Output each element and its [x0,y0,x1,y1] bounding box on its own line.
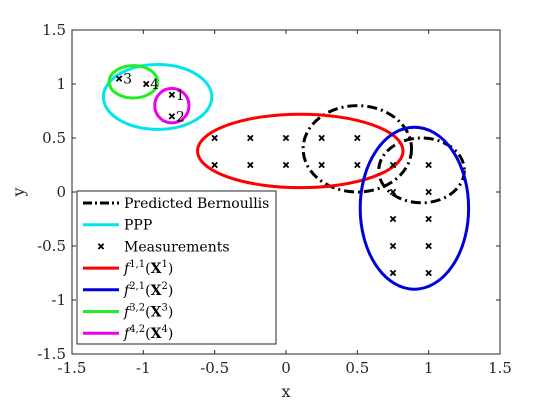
legend-label: PPP [124,218,152,234]
legend-label: f2,1(X2) [123,281,173,299]
measurement-point [282,161,290,169]
ellipse-series-0 [301,104,414,194]
measurement-point [425,215,432,223]
measurement-point [247,161,254,169]
ellipse-series-6 [153,86,191,125]
legend-label: f1,1(X1) [123,259,173,277]
x-tick-label: 1.5 [488,359,512,377]
measurement-point [389,161,397,169]
measurement-point [318,161,325,169]
point-label: 4 [150,77,159,93]
legend-label: Predicted Bernoullis [124,196,269,212]
measurement-point [211,161,218,169]
measurement-point [211,134,218,142]
measurement-point [282,134,290,142]
ellipse-series-3 [196,112,405,190]
x-tick-label: -1 [136,359,151,377]
point-label: 2 [176,109,185,125]
point-label: 3 [123,72,132,88]
measurement-point [168,113,176,120]
legend: Predicted Bernoullis PPP Measurements f1,1(… [76,190,277,345]
measurement-point [425,242,432,250]
legend-label: f4,2(X4) [123,324,173,342]
y-tick-label: 0 [56,183,66,201]
y-tick-label: 1.5 [42,21,66,39]
measurement-point [247,134,254,142]
x-tick-label: 1 [424,359,434,377]
ellipse-series-0 [377,136,466,205]
measurement-point [354,161,361,169]
x-tick-label: 0 [281,359,291,377]
measurement-point [389,188,397,196]
legend-label: f3,2(X3) [123,303,173,321]
legend-marker [97,243,105,250]
measurement-point [142,80,150,88]
ellipse-series-4 [358,125,471,291]
ellipse-series-5 [107,64,160,100]
y-tick-label: 1 [56,75,66,93]
measurement-point [389,269,397,277]
x-tick-label: -1.5 [58,359,87,377]
measurement-point [115,75,123,82]
measurement-point [425,269,432,277]
y-tick-label: -0.5 [37,237,66,255]
measurement-point [354,134,361,142]
legend-label: Measurements [124,239,230,255]
x-axis-label: x [281,382,290,401]
y-tick-label: -1.5 [37,345,66,363]
y-axis-label: y [9,187,28,197]
ellipse-series-1 [101,63,214,131]
measurement-point [389,242,397,250]
measurement-point [425,188,432,196]
measurement-point [168,91,176,99]
x-tick-label: -0.5 [200,359,229,377]
point-label: 1 [176,88,185,104]
measurement-point [318,134,325,142]
measurement-point [425,161,432,169]
measurement-point [389,215,397,223]
y-tick-label: -1 [51,291,66,309]
y-tick-label: 0.5 [42,129,66,147]
x-tick-label: 0.5 [345,359,369,377]
